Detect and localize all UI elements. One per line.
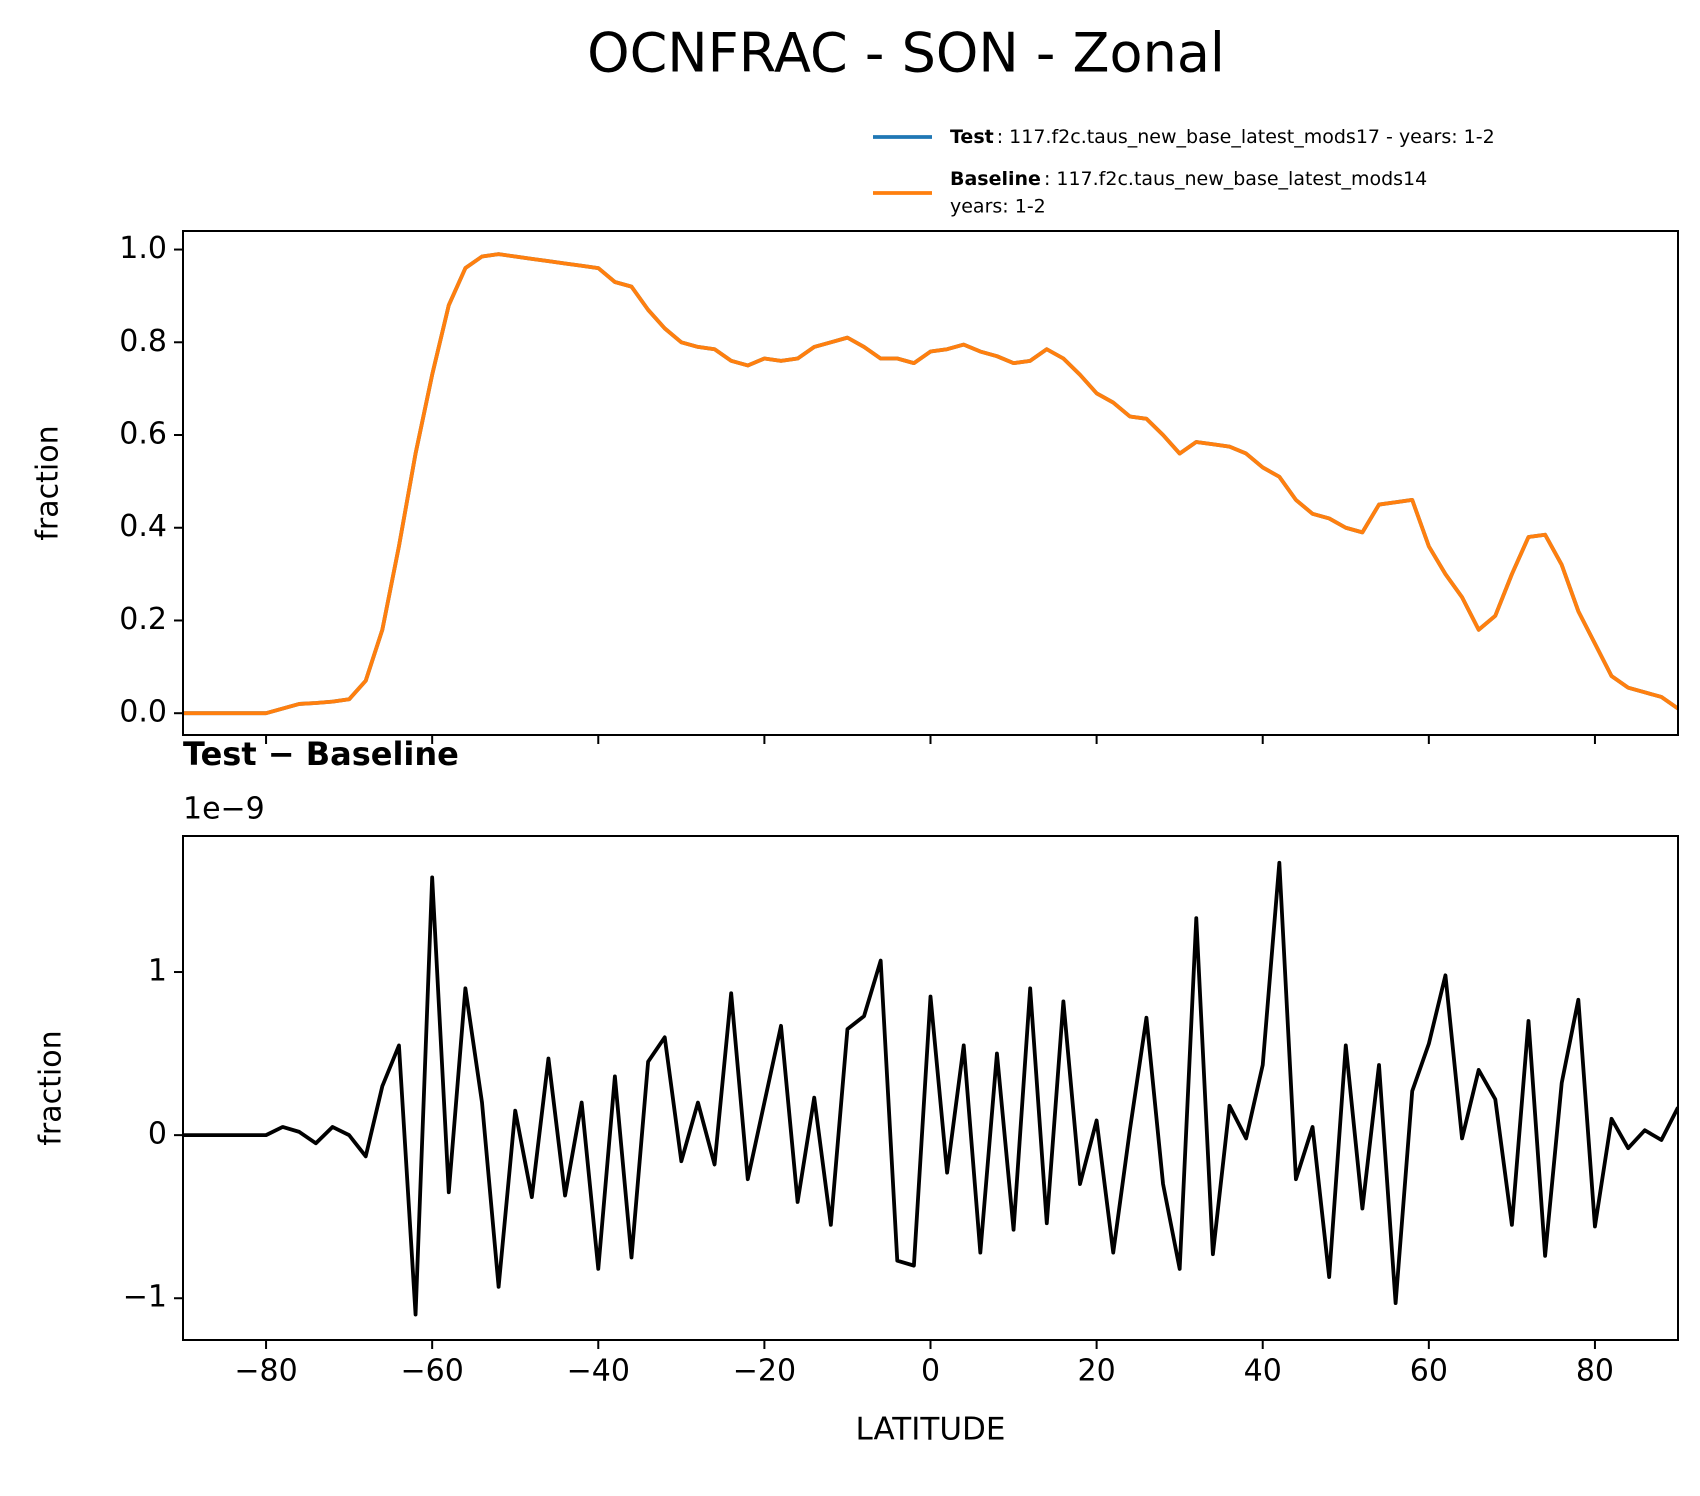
x-axis-label: LATITUDE (856, 1412, 1006, 1448)
axes-frame (182, 230, 1679, 736)
y-axis-label: fraction (31, 425, 66, 540)
subplot-title: Test − Baseline (183, 735, 459, 773)
legend-entry: Baseline: 117.f2c.taus_new_base_latest_m… (950, 168, 1427, 190)
figure-title: OCNFRAC - SON - Zonal (587, 22, 1225, 85)
legend-description: years: 1-2 (950, 196, 1046, 218)
legend-description: : 117.f2c.taus_new_base_latest_mods14 (1044, 168, 1427, 190)
x-tick-label: −20 (733, 1354, 796, 1389)
y-tick-label: 1 (148, 954, 167, 989)
y-axis-label: fraction (34, 1030, 69, 1145)
y-tick-label: 1.0 (119, 231, 167, 266)
y-tick-label: 0 (148, 1117, 167, 1152)
legend-description: : 117.f2c.taus_new_base_latest_mods17 - … (997, 126, 1495, 148)
x-tick-label: 60 (1410, 1354, 1448, 1389)
offset-text: 1e−9 (183, 792, 265, 827)
x-tick-label: 80 (1576, 1354, 1614, 1389)
x-tick-label: 40 (1244, 1354, 1282, 1389)
x-tick-label: −60 (401, 1354, 464, 1389)
legend-name: Test (950, 126, 994, 148)
y-tick-label: 0.0 (119, 695, 167, 730)
data-line (183, 252, 1678, 716)
legend-name: Baseline (950, 168, 1041, 190)
axes-frame (182, 835, 1679, 1341)
y-tick-label: 0.8 (119, 324, 167, 359)
data-line (183, 860, 1678, 1317)
y-tick-label: 0.2 (119, 602, 167, 637)
y-tick-label: 0.6 (119, 417, 167, 452)
y-tick-label: −1 (123, 1280, 167, 1315)
x-tick-label: −80 (234, 1354, 297, 1389)
x-tick-label: −40 (567, 1354, 630, 1389)
y-tick-label: 0.4 (119, 509, 167, 544)
legend-entry: Test: 117.f2c.taus_new_base_latest_mods1… (950, 126, 1495, 148)
x-tick-label: 0 (921, 1354, 940, 1389)
x-tick-label: 20 (1078, 1354, 1116, 1389)
